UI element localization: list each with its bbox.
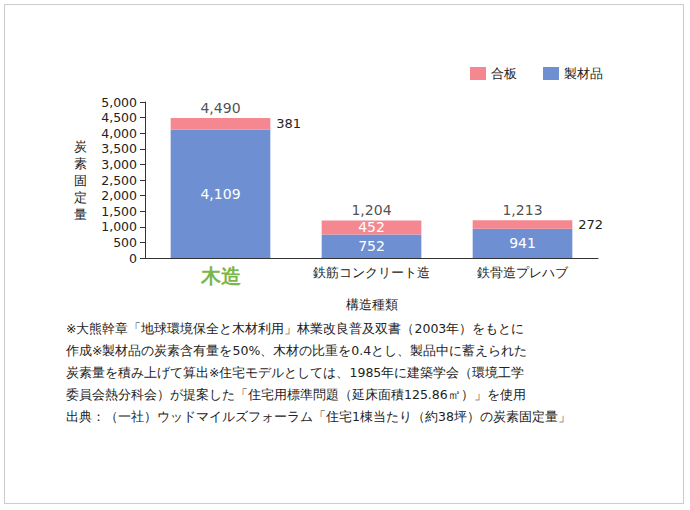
- svg-text:1,000: 1,000: [101, 219, 137, 234]
- svg-text:4,500: 4,500: [101, 110, 137, 125]
- svg-text:272: 272: [578, 217, 603, 232]
- svg-text:1,213: 1,213: [502, 202, 542, 218]
- svg-text:500: 500: [113, 235, 137, 250]
- svg-text:941: 941: [509, 235, 536, 251]
- svg-text:素: 素: [74, 156, 87, 171]
- html-text:※大熊幹章「地球環境保全と木材利用」林業改良普及双書（200: ※大熊幹章「地球環境保全と木材利用」林業改良普及双書（2003年）をもとに: [66, 321, 525, 336]
- svg-text:752: 752: [358, 238, 385, 254]
- svg-text:定: 定: [74, 190, 87, 205]
- svg-text:381: 381: [276, 116, 301, 131]
- svg-text:4,000: 4,000: [101, 126, 137, 141]
- svg-text:3,500: 3,500: [101, 141, 137, 156]
- svg-text:鉄骨造プレハブ: 鉄骨造プレハブ: [477, 265, 569, 280]
- svg-text:5,000: 5,000: [101, 95, 137, 110]
- svg-text:3,000: 3,000: [101, 157, 137, 172]
- html-text:委員会熱分科会）が提案した「住宅用標準問題（延床面積125.: 委員会熱分科会）が提案した「住宅用標準問題（延床面積125.86㎡）」を使用: [66, 387, 526, 402]
- svg-text:固: 固: [74, 173, 87, 188]
- svg-text:2,500: 2,500: [101, 173, 137, 188]
- svg-text:炭: 炭: [74, 139, 87, 154]
- svg-text:製材品: 製材品: [564, 66, 603, 81]
- svg-text:2,000: 2,000: [101, 188, 137, 203]
- svg-text:合板: 合板: [491, 66, 517, 81]
- svg-text:0: 0: [129, 251, 137, 266]
- svg-text:1,500: 1,500: [101, 204, 137, 219]
- svg-text:452: 452: [358, 219, 385, 235]
- html-text:作成※製材品の炭素含有量を50%、木材の比重を0.4とし、製: 作成※製材品の炭素含有量を50%、木材の比重を0.4とし、製品中に蓄えられた: [66, 343, 528, 358]
- svg-text:鉄筋コンクリート造: 鉄筋コンクリート造: [313, 265, 430, 280]
- svg-text:4,109: 4,109: [200, 186, 240, 202]
- svg-text:木造: 木造: [200, 264, 241, 288]
- svg-text:4,490: 4,490: [200, 100, 240, 116]
- html-text:炭素量を積み上げて算出※住宅モデルとしては、1985年に建築: 炭素量を積み上げて算出※住宅モデルとしては、1985年に建築学会（環境工学: [66, 365, 525, 380]
- html-text:出典：（一社）ウッドマイルズフォーラム「住宅1棟当たり（約3: 出典：（一社）ウッドマイルズフォーラム「住宅1棟当たり（約38坪）の炭素固定量」: [66, 409, 571, 424]
- svg-text:量: 量: [74, 207, 87, 222]
- svg-text:1,204: 1,204: [351, 202, 391, 218]
- svg-text:構造種類: 構造種類: [346, 297, 398, 312]
